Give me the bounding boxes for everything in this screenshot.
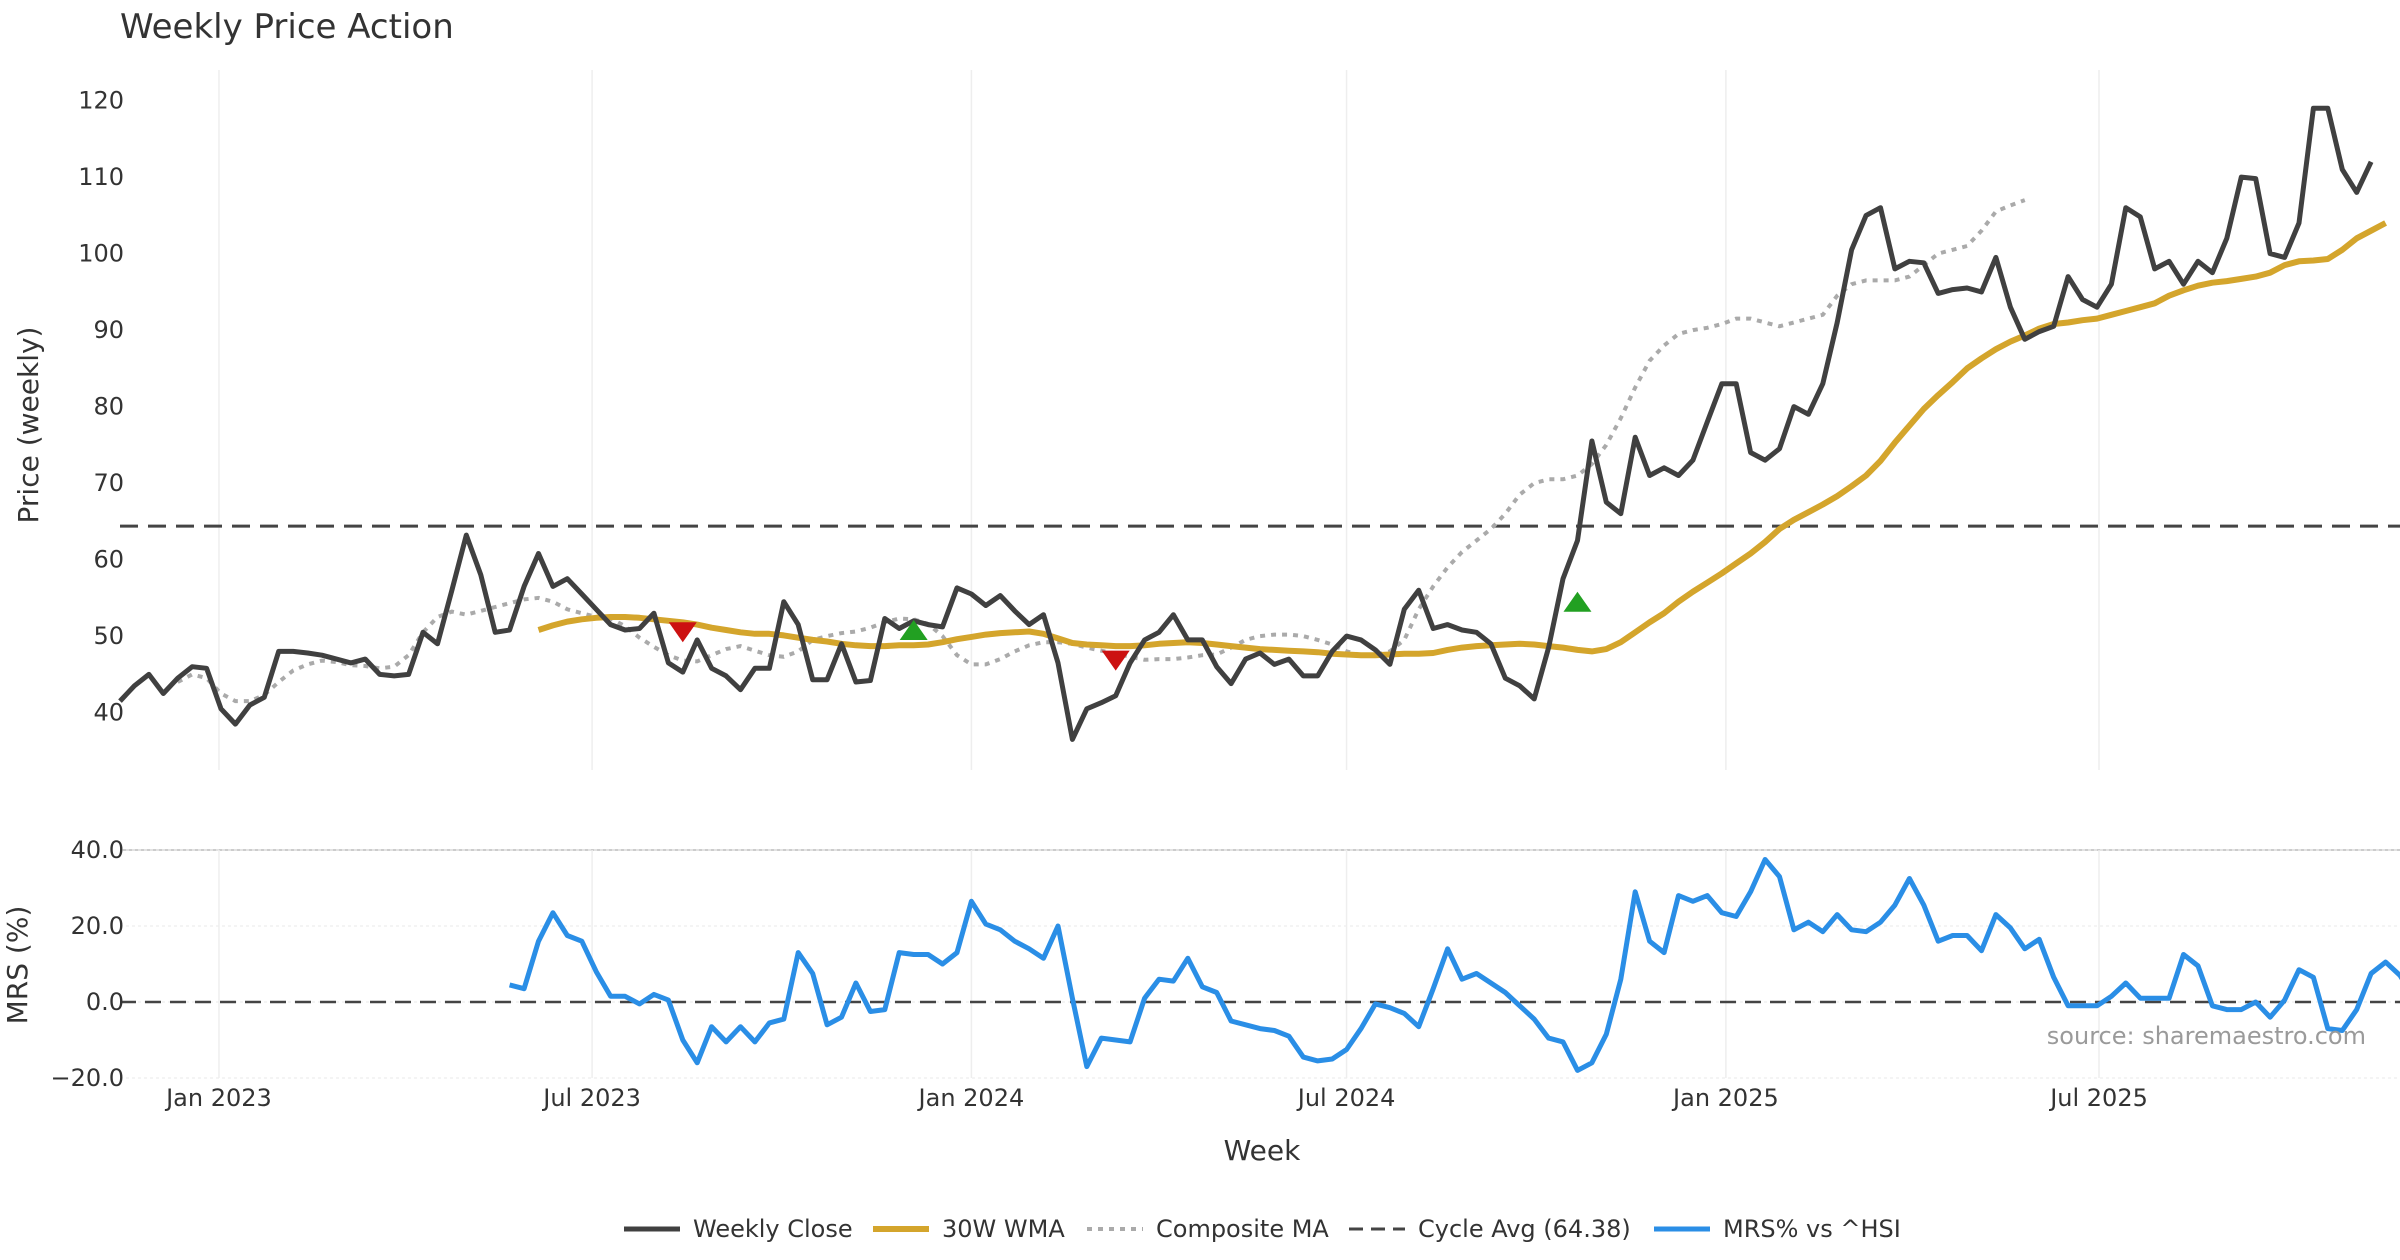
x-tick-label: Jan 2025 [1671, 1084, 1779, 1112]
price-y-tick-label: 70 [93, 469, 124, 497]
price-y-tick-label: 80 [93, 393, 124, 421]
price-y-tick-label: 120 [78, 87, 124, 115]
sell-signal-marker [668, 622, 697, 643]
buy-signal-marker [1563, 591, 1592, 612]
x-tick-label: Jul 2023 [541, 1084, 641, 1112]
legend-label: 30W WMA [942, 1215, 1065, 1243]
source-label: source: sharemaestro.com [2047, 1022, 2366, 1050]
mrs-y-tick-label: 40.0 [71, 836, 124, 864]
wma-30w-line [537, 220, 2388, 659]
legend-label: Composite MA [1156, 1215, 1329, 1243]
mrs-y-tick-label: 20.0 [71, 912, 124, 940]
legend-label: Weekly Close [693, 1215, 853, 1243]
buy-signal-marker [899, 620, 928, 640]
legend: Weekly Close 30W WMA Composite MA Cycle Avg… [624, 1215, 1901, 1243]
chart-title: Weekly Price Action [120, 7, 454, 47]
legend-label: Cycle Avg (64.38) [1418, 1215, 1631, 1243]
price-gridlines [218, 70, 2100, 770]
mrs-line [508, 857, 2400, 1073]
price-y-tick-label: 100 [78, 240, 124, 268]
price-y-tick-label: 110 [78, 163, 124, 191]
price-y-ticks: 40 50 60 70 80 90 100 110 120 [78, 87, 124, 727]
price-y-tick-label: 50 [93, 622, 124, 650]
x-tick-label: Jul 2024 [1296, 1084, 1396, 1112]
weekly-close-line [118, 105, 2374, 742]
price-y-tick-label: 40 [93, 699, 124, 727]
mrs-y-axis-title: MRS (%) [1, 906, 34, 1025]
mrs-y-tick-label: 0.0 [86, 988, 124, 1016]
price-y-axis-title: Price (weekly) [12, 327, 45, 524]
sell-signal-marker [1101, 650, 1130, 671]
x-axis-title: Week [1224, 1134, 1301, 1167]
x-ticks: Jan 2023 Jul 2023 Jan 2024 Jul 2024 Jan 2025… [164, 1084, 2148, 1112]
x-tick-label: Jul 2025 [2048, 1084, 2148, 1112]
x-tick-label: Jan 2024 [917, 1084, 1025, 1112]
price-y-tick-label: 90 [93, 316, 124, 344]
composite-ma-line [176, 198, 2026, 704]
mrs-y-tick-label: −20.0 [50, 1064, 124, 1092]
signal-markers [668, 591, 1592, 671]
x-tick-label: Jan 2023 [164, 1084, 272, 1112]
legend-label: MRS% vs ^HSI [1723, 1215, 1901, 1243]
mrs-y-ticks: 40.0 20.0 0.0 −20.0 [50, 836, 124, 1092]
price-y-tick-label: 60 [93, 546, 124, 574]
